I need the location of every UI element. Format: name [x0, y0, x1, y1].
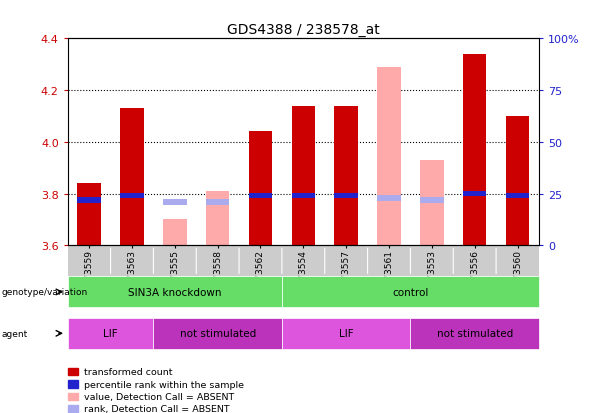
Text: LIF: LIF [103, 328, 118, 339]
Bar [206, 192, 230, 246]
Bar [163, 199, 187, 205]
Bar [206, 199, 230, 205]
Bar [377, 68, 401, 246]
Bar [335, 193, 358, 199]
Bar [163, 220, 187, 246]
Bar [463, 191, 487, 197]
Text: genotype/variation: genotype/variation [1, 288, 87, 297]
Text: SIN3A knockdown: SIN3A knockdown [128, 287, 221, 297]
Text: not stimulated: not stimulated [180, 328, 256, 339]
Text: percentile rank within the sample: percentile rank within the sample [84, 380, 244, 389]
Bar [506, 117, 530, 246]
Bar [120, 109, 144, 246]
Bar [292, 107, 315, 246]
Text: rank, Detection Call = ABSENT: rank, Detection Call = ABSENT [84, 404, 230, 413]
Bar [506, 193, 530, 199]
Bar [335, 107, 358, 246]
Text: agent: agent [1, 329, 28, 338]
Bar [120, 193, 144, 199]
Bar [249, 193, 272, 199]
Bar [463, 55, 487, 246]
Bar [77, 197, 101, 203]
Bar [77, 184, 101, 246]
Bar [420, 197, 444, 203]
Title: GDS4388 / 238578_at: GDS4388 / 238578_at [227, 23, 380, 37]
Bar [292, 193, 315, 199]
Text: LIF: LIF [339, 328, 353, 339]
Text: control: control [392, 287, 429, 297]
Text: transformed count: transformed count [84, 367, 173, 376]
Text: not stimulated: not stimulated [436, 328, 513, 339]
Bar [377, 195, 401, 201]
Bar [420, 161, 444, 246]
Bar [249, 132, 272, 246]
Text: value, Detection Call = ABSENT: value, Detection Call = ABSENT [84, 392, 234, 401]
